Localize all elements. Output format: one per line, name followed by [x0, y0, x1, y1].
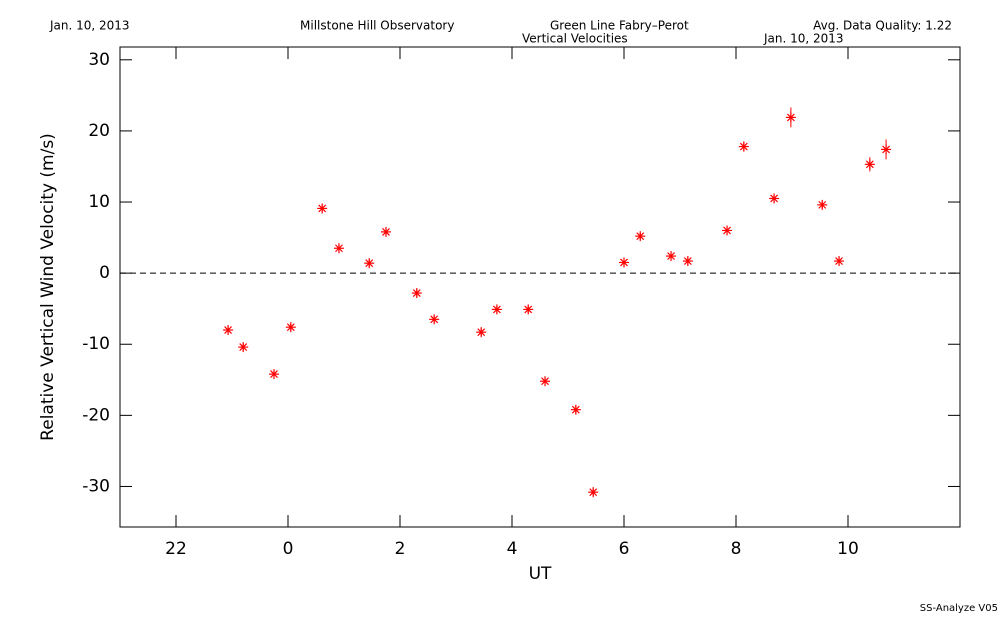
x-tick-label: 2 [395, 539, 406, 559]
x-tick-label: 10 [837, 539, 859, 559]
asterisk-stroke [318, 204, 327, 213]
point [769, 193, 780, 204]
point [817, 199, 828, 210]
asterisk-stroke [739, 142, 748, 151]
asterisk-stroke [524, 305, 533, 314]
footer: SS-Analyze V05 [920, 603, 998, 614]
x-tick-label: 4 [507, 539, 518, 559]
asterisk-stroke [818, 200, 827, 209]
asterisk-stroke [365, 259, 374, 268]
y-tick-label: -10 [82, 334, 110, 354]
point [476, 327, 487, 338]
point [269, 369, 279, 380]
asterisk-stroke [541, 377, 549, 386]
asterisk-stroke [477, 328, 486, 337]
point [834, 256, 845, 267]
asterisk-stroke [786, 113, 795, 122]
asterisk-stroke [224, 326, 233, 334]
point [738, 141, 749, 152]
asterisk-stroke [865, 160, 874, 169]
y-tick-label: 10 [88, 192, 110, 212]
y-tick-label: -30 [82, 476, 110, 496]
asterisk-stroke [412, 289, 421, 297]
asterisk-stroke [492, 305, 501, 314]
asterisk-stroke [770, 194, 779, 203]
asterisk-stroke [667, 252, 675, 260]
point [429, 314, 440, 325]
point [333, 243, 344, 254]
asterisk-stroke [571, 405, 580, 414]
asterisk-stroke [723, 226, 731, 235]
point [238, 342, 249, 353]
asterisk-stroke [270, 370, 278, 379]
point [864, 159, 875, 170]
y-tick-label: 0 [99, 263, 110, 283]
y-tick-label: 20 [88, 121, 110, 141]
point [411, 288, 422, 299]
asterisk-stroke [835, 257, 843, 265]
point [588, 487, 599, 498]
asterisk-stroke [335, 244, 343, 253]
point [722, 225, 733, 236]
point [223, 325, 234, 336]
point [619, 257, 629, 268]
point [666, 251, 677, 262]
header-date: Jan. 10, 2013 [49, 19, 130, 33]
point [317, 203, 328, 214]
asterisk-stroke [239, 343, 248, 352]
asterisk-stroke [286, 323, 295, 332]
x-tick-label: 0 [283, 539, 294, 559]
y-tick-label: -20 [82, 405, 110, 425]
header-instrument: Green Line Fabry–Perot [550, 19, 689, 33]
y-tick-label: 30 [88, 50, 110, 70]
chart-title: Vertical Velocities [522, 32, 628, 46]
header-observatory: Millstone Hill Observatory [300, 19, 454, 33]
asterisk-stroke [620, 258, 628, 267]
y-axis-label: Relative Vertical Wind Velocity (m/s) [38, 133, 58, 441]
point [881, 144, 892, 155]
asterisk-stroke [636, 232, 645, 241]
point [523, 304, 534, 315]
chart-subtitle: Jan. 10, 2013 [763, 32, 844, 46]
point [635, 231, 646, 242]
asterisk-stroke [882, 145, 891, 154]
point [491, 304, 502, 315]
x-tick-label: 22 [165, 539, 187, 559]
x-tick-label: 6 [619, 539, 630, 559]
point [285, 322, 296, 333]
asterisk-stroke [683, 257, 692, 265]
header-quality: Avg. Data Quality: 1.22 [813, 19, 952, 33]
x-axis-label: UT [529, 564, 552, 584]
x-tick-label: 8 [731, 539, 742, 559]
point [570, 404, 581, 415]
point [540, 376, 551, 387]
point [682, 256, 693, 267]
point [381, 226, 391, 237]
point [785, 112, 796, 123]
point [364, 258, 375, 269]
plot-frame [119, 46, 961, 528]
asterisk-stroke [382, 227, 390, 236]
asterisk-stroke [589, 488, 598, 497]
asterisk-stroke [430, 315, 439, 324]
